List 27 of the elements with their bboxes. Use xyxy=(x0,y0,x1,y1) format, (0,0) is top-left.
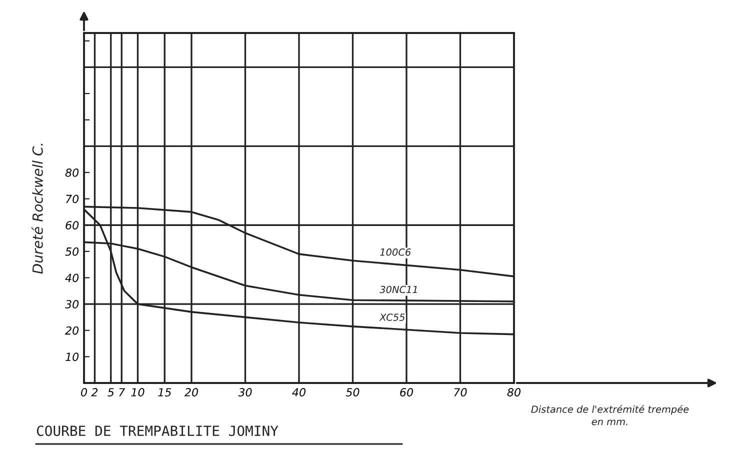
x-axis-title: Distance de l'extrémité trempée en mm. xyxy=(531,405,689,426)
x-tick-label: 10 xyxy=(131,388,144,396)
x-tick-label: 40 xyxy=(292,388,306,396)
text: COURBE DE TREMPABILITE JOMINY xyxy=(36,426,278,436)
series-label: 30NC11 xyxy=(380,286,417,294)
y-tick-label: 20 xyxy=(65,326,79,335)
y-tick-label: 50 xyxy=(65,247,79,256)
y-tick-label: 40 xyxy=(65,274,79,282)
x-tick-label: 15 xyxy=(158,388,172,396)
y-axis-title: Dureté Rockwell C. xyxy=(32,144,43,274)
y-tick-label: 80 xyxy=(65,168,79,177)
x-tick-label: 30 xyxy=(238,388,252,396)
x-tick-label: 80 xyxy=(507,388,521,396)
x-tick-label: 60 xyxy=(400,388,414,396)
x-tick-label: 70 xyxy=(454,388,467,396)
x-tick-label: 20 xyxy=(184,388,198,396)
series-label: XC55 xyxy=(379,314,405,321)
x-tick-label: 2 xyxy=(91,388,98,396)
x-tick-label: 5 xyxy=(108,388,114,396)
x-tick-label: 0 xyxy=(81,388,87,396)
x-tick-label: 50 xyxy=(346,388,360,396)
y-tick-label: 10 xyxy=(66,352,79,362)
y-tick-label: 70 xyxy=(66,194,79,204)
y-tick-label: 60 xyxy=(66,221,79,230)
y-tick-label: 30 xyxy=(65,300,79,308)
series-label: 100C6 xyxy=(380,248,411,256)
x-tick-label: 7 xyxy=(119,388,126,396)
